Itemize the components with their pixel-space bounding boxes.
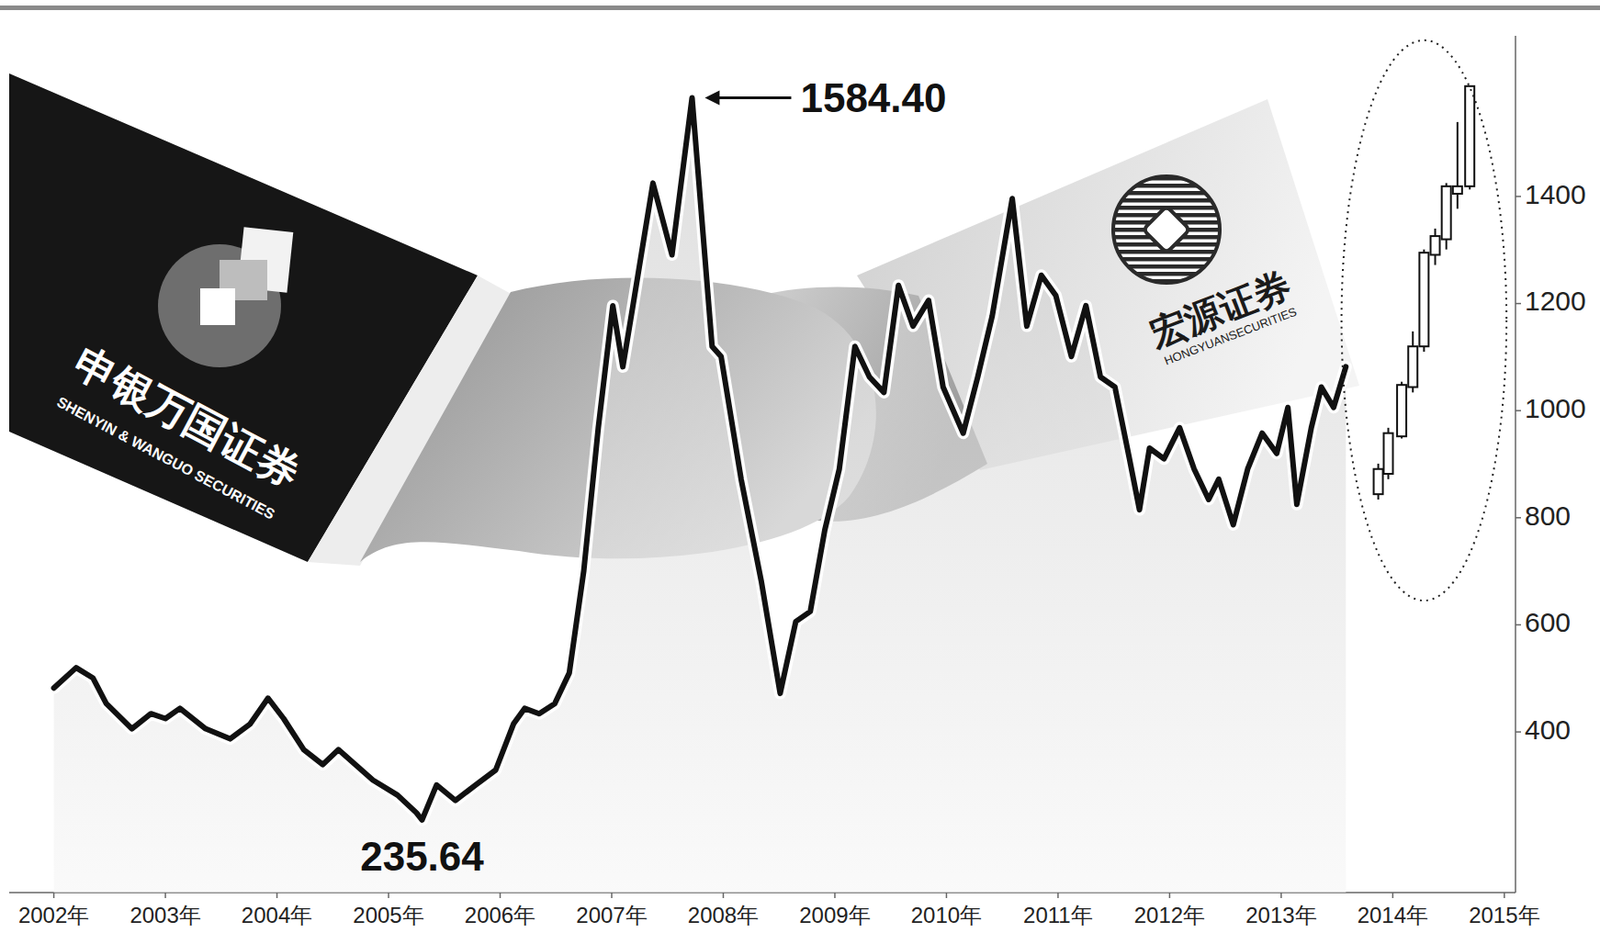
x-tick-label: 2002年 [18, 902, 90, 928]
x-tick-label: 2008年 [687, 902, 759, 928]
logo-shenyin: 申银万国证券SHENYIN & WANGUO SECURITIES [54, 226, 308, 523]
candle-body [1374, 469, 1384, 495]
x-tick-label: 2009年 [799, 902, 870, 928]
logo-ring [1113, 176, 1220, 283]
candle-body [1384, 433, 1394, 474]
y-tick-label: 400 [1524, 714, 1571, 745]
x-tick [1057, 892, 1060, 899]
plot-area [54, 86, 1476, 893]
top-rule [0, 5, 1600, 11]
x-tick [610, 892, 613, 899]
x-tick [387, 892, 390, 899]
logo-circle [157, 244, 282, 368]
y-tick-label: 1400 [1524, 179, 1587, 210]
y-tick [1515, 195, 1522, 198]
candle-body [1464, 86, 1475, 187]
x-tick [1169, 892, 1172, 899]
line-area [54, 97, 1347, 893]
x-tick [946, 892, 948, 899]
x-tick [53, 892, 56, 899]
candle-body [1430, 236, 1441, 255]
x-tick [276, 892, 279, 899]
candle-body [1453, 186, 1463, 194]
x-tick-label: 2012年 [1134, 902, 1206, 928]
logo-hongyuan: 宏源证券HONGYUANSECURITIES [1113, 176, 1299, 368]
x-tick [499, 892, 502, 899]
chart: 申银万国证券SHENYIN & WANGUO SECURITIES 宏源证券HON… [0, 0, 1600, 944]
x-tick-label: 2005年 [352, 902, 424, 928]
annotation-label: 1584.40 [800, 75, 947, 121]
y-tick-label: 800 [1524, 500, 1571, 531]
x-tick-label: 2007年 [575, 902, 647, 928]
y-tick [1515, 303, 1522, 305]
y-axis-line [1514, 35, 1517, 893]
candle-wick [1456, 122, 1459, 209]
y-tick-label: 1000 [1524, 393, 1587, 424]
annotations: 1584.40 235.64 [360, 75, 947, 879]
x-tick [722, 892, 725, 899]
y-tick [1515, 517, 1522, 519]
highlight-ellipse [1341, 40, 1508, 601]
x-tick [833, 892, 836, 899]
x-tick-label: 2011年 [1023, 902, 1093, 928]
annotation-label: 235.64 [360, 833, 485, 879]
candle-body [1397, 384, 1407, 437]
logo-subtitle: HONGYUANSECURITIES [1161, 304, 1299, 368]
x-tick [1280, 892, 1283, 899]
y-tick [1515, 409, 1522, 412]
candle-body [1408, 346, 1418, 387]
logo-circle [1113, 176, 1220, 283]
logo-square [200, 288, 236, 326]
y-tick [1515, 731, 1522, 733]
candle-body [1442, 186, 1452, 240]
x-tick-label: 2003年 [129, 902, 201, 928]
x-tick-label: 2006年 [464, 902, 536, 928]
x-tick-label: 2004年 [241, 902, 313, 928]
x-tick [1392, 892, 1395, 899]
y-tick-label: 600 [1524, 607, 1571, 638]
x-tick-label: 2015年 [1468, 902, 1540, 928]
y-tick [1515, 624, 1522, 627]
x-tick-label: 2013年 [1245, 902, 1317, 928]
annotation-arrowhead [704, 90, 720, 105]
line-series [54, 97, 1347, 821]
logo-diamond [1143, 206, 1191, 254]
x-tick [1503, 892, 1506, 899]
y-tick-label: 1200 [1524, 285, 1587, 316]
x-tick-label: 2010年 [911, 902, 982, 928]
annotation-arrow [713, 96, 791, 100]
axes: 400 600 800 1000 1200 1400 2002年 2003年 2004年 2005… [9, 35, 1587, 928]
candle-body [1419, 252, 1429, 347]
logo-subtitle: SHENYIN & WANGUO SECURITIES [54, 394, 278, 523]
line-halo [54, 97, 1347, 821]
x-tick-label: 2014年 [1357, 902, 1429, 928]
x-tick [164, 892, 167, 899]
